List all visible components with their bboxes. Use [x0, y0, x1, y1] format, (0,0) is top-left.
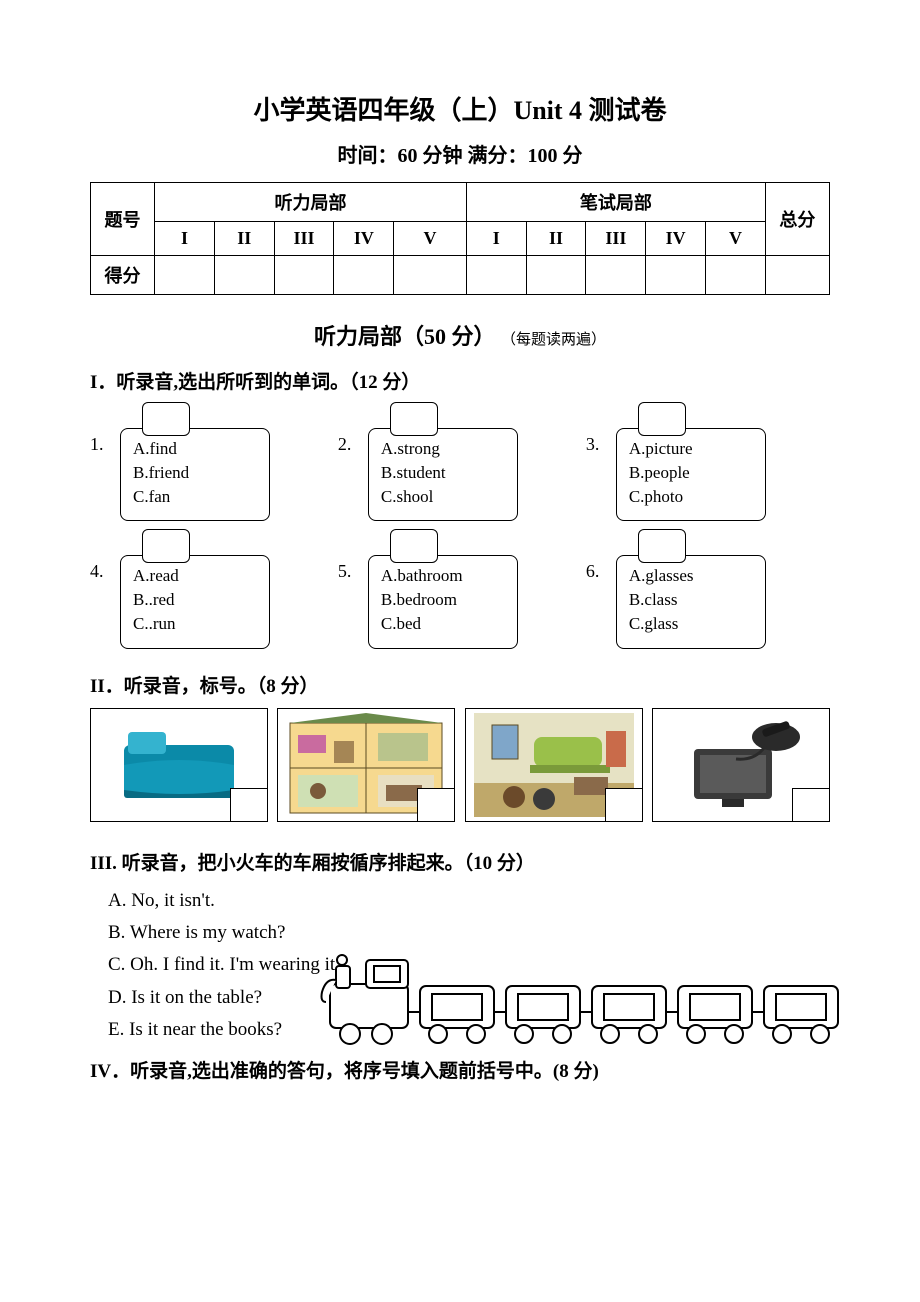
s1-num: 5.: [338, 561, 364, 582]
s2-img-livingroom: [465, 708, 643, 822]
score-blank[interactable]: [334, 256, 394, 295]
s1-row1: 1. A.find B.friend C.fan 2. A.strong B.s…: [90, 404, 830, 521]
number-box[interactable]: [417, 788, 455, 822]
s1-row2: 4. A.read B..red C..run 5. A.bathroom B.…: [90, 531, 830, 648]
s1-num: 1.: [90, 434, 116, 455]
s1-num: 4.: [90, 561, 116, 582]
s3-opt: A. No, it isn't.: [108, 885, 830, 917]
score-blank[interactable]: [155, 256, 215, 295]
score-blank[interactable]: [586, 256, 646, 295]
score-row-label: 得分: [91, 256, 155, 295]
opt-c: C.fan: [133, 485, 257, 509]
opt-a: A.read: [133, 564, 257, 588]
score-roman: I: [466, 222, 526, 256]
score-roman: III: [274, 222, 334, 256]
option-box: A.picture B.people C.photo: [616, 428, 766, 521]
option-box: A.glasses B.class C.glass: [616, 555, 766, 648]
answer-box[interactable]: [390, 529, 438, 563]
score-roman: III: [586, 222, 646, 256]
score-blank[interactable]: [646, 256, 706, 295]
s1-item: 6. A.glasses B.class C.glass: [586, 531, 830, 648]
score-blank[interactable]: [274, 256, 334, 295]
answer-box[interactable]: [638, 529, 686, 563]
number-box[interactable]: [792, 788, 830, 822]
answer-box[interactable]: [142, 402, 190, 436]
score-roman: V: [706, 222, 766, 256]
answer-box[interactable]: [638, 402, 686, 436]
score-roman: V: [394, 222, 467, 256]
listening-section-head: 听力局部（50 分） （每题读两遍）: [90, 319, 830, 351]
answer-box[interactable]: [390, 402, 438, 436]
option-box: A.strong B.student C.shool: [368, 428, 518, 521]
score-col-label: 题号: [91, 183, 155, 256]
score-listening-head: 听力局部: [155, 183, 467, 222]
option-box: A.bathroom B.bedroom C.bed: [368, 555, 518, 648]
option-box: A.read B..red C..run: [120, 555, 270, 648]
opt-b: B.class: [629, 588, 753, 612]
score-table: 题号 听力局部 笔试局部 总分 I II III IV V I II III I…: [90, 182, 830, 295]
number-box[interactable]: [230, 788, 268, 822]
score-total-head: 总分: [765, 183, 829, 256]
opt-a: A.find: [133, 437, 257, 461]
opt-c: C.photo: [629, 485, 753, 509]
opt-c: C.bed: [381, 612, 505, 636]
s2-instr: II．听录音，标号。（8 分）: [90, 671, 830, 698]
opt-a: A.strong: [381, 437, 505, 461]
opt-b: B..red: [133, 588, 257, 612]
s2-img-house: [277, 708, 455, 822]
score-blank[interactable]: [214, 256, 274, 295]
score-roman: IV: [646, 222, 706, 256]
opt-a: A.glasses: [629, 564, 753, 588]
s1-item: 4. A.read B..red C..run: [90, 531, 334, 648]
score-written-head: 笔试局部: [466, 183, 765, 222]
opt-b: B.friend: [133, 461, 257, 485]
opt-a: A.bathroom: [381, 564, 505, 588]
s1-item: 1. A.find B.friend C.fan: [90, 404, 334, 521]
listening-head-note: （每题读两遍）: [501, 332, 606, 348]
s3-instr: III. 听录音，把小火车的车厢按循序排起来。（10 分）: [90, 848, 830, 875]
opt-c: C.glass: [629, 612, 753, 636]
score-roman: I: [155, 222, 215, 256]
score-blank[interactable]: [706, 256, 766, 295]
opt-c: C..run: [133, 612, 257, 636]
s3-wrap: A. No, it isn't. B. Where is my watch? C…: [90, 885, 830, 1046]
answer-box[interactable]: [142, 529, 190, 563]
opt-c: C.shool: [381, 485, 505, 509]
score-roman: II: [526, 222, 586, 256]
score-roman: II: [214, 222, 274, 256]
option-box: A.find B.friend C.fan: [120, 428, 270, 521]
opt-b: B.student: [381, 461, 505, 485]
s2-img-bed: [90, 708, 268, 822]
s1-item: 5. A.bathroom B.bedroom C.bed: [338, 531, 582, 648]
s1-num: 6.: [586, 561, 612, 582]
s4-instr: IV．听录音,选出准确的答句，将序号填入题前括号中。(8 分): [90, 1056, 830, 1083]
number-box[interactable]: [605, 788, 643, 822]
opt-b: B.bedroom: [381, 588, 505, 612]
score-roman: IV: [334, 222, 394, 256]
s2-img-tvphone: [652, 708, 830, 822]
page-subtitle: 时间：60 分钟 满分：100 分: [90, 139, 830, 168]
train-icon: [320, 942, 840, 1052]
bed-icon: [114, 720, 244, 810]
opt-a: A.picture: [629, 437, 753, 461]
s1-item: 2. A.strong B.student C.shool: [338, 404, 582, 521]
s1-instr: I．听录音,选出所听到的单词。（12 分）: [90, 367, 830, 394]
s1-item: 3. A.picture B.people C.photo: [586, 404, 830, 521]
page-title: 小学英语四年级（上）Unit 4 测试卷: [90, 90, 830, 127]
score-blank[interactable]: [394, 256, 467, 295]
s1-num: 3.: [586, 434, 612, 455]
s2-row: [90, 708, 830, 822]
score-blank[interactable]: [765, 256, 829, 295]
opt-b: B.people: [629, 461, 753, 485]
score-blank[interactable]: [466, 256, 526, 295]
score-blank[interactable]: [526, 256, 586, 295]
s1-num: 2.: [338, 434, 364, 455]
listening-head-text: 听力局部（50 分）: [314, 324, 496, 349]
